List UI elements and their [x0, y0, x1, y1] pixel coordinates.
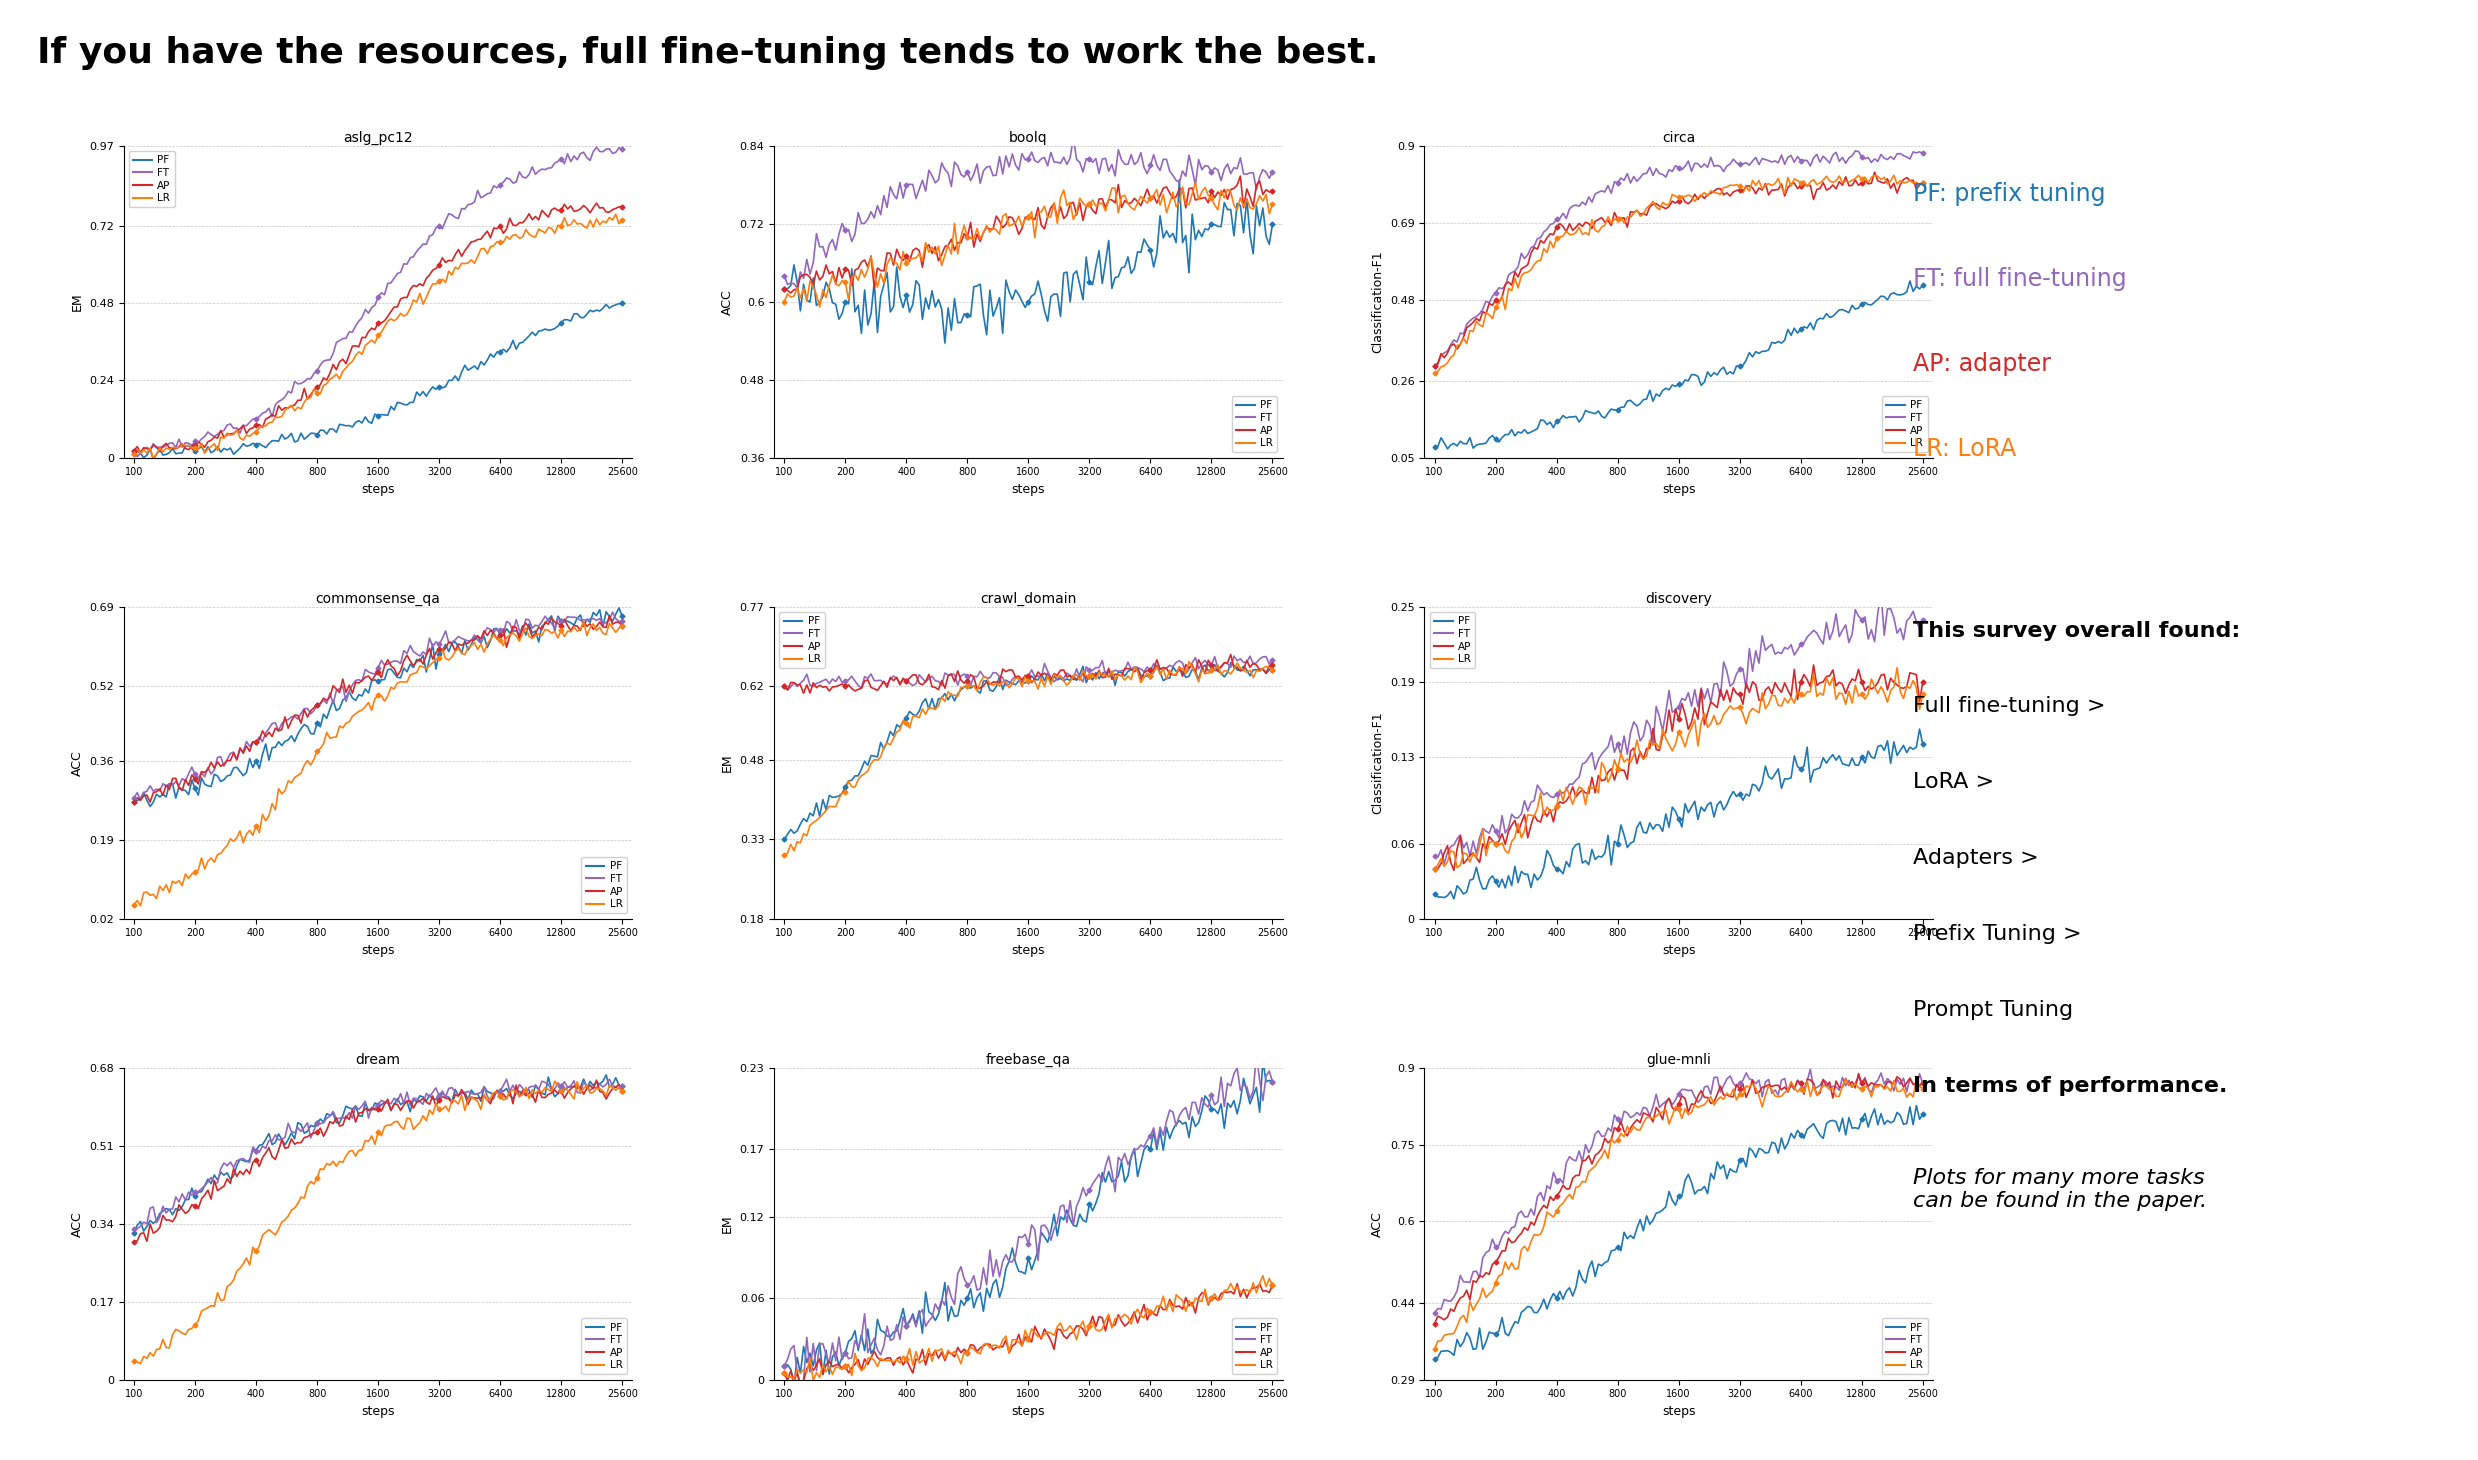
Legend: PF, FT, AP, LR: PF, FT, AP, LR: [1232, 396, 1279, 453]
Title: aslg_pc12: aslg_pc12: [344, 131, 414, 145]
Legend: PF, FT, AP, LR: PF, FT, AP, LR: [1881, 396, 1928, 453]
Text: This survey overall found:: This survey overall found:: [1913, 620, 2240, 641]
Text: LoRA >: LoRA >: [1913, 772, 1995, 793]
Title: boolq: boolq: [1009, 131, 1048, 145]
Text: If you have the resources, full fine-tuning tends to work the best.: If you have the resources, full fine-tun…: [37, 36, 1378, 70]
Y-axis label: ACC: ACC: [72, 750, 84, 775]
Legend: PF, FT, AP, LR: PF, FT, AP, LR: [1430, 612, 1474, 669]
Text: PF: prefix tuning: PF: prefix tuning: [1913, 182, 2106, 206]
Legend: PF, FT, AP, LR: PF, FT, AP, LR: [582, 857, 627, 914]
X-axis label: steps: steps: [362, 483, 394, 496]
Y-axis label: Classification-F1: Classification-F1: [1370, 251, 1385, 353]
X-axis label: steps: steps: [1011, 945, 1046, 956]
Legend: PF, FT, AP, LR: PF, FT, AP, LR: [781, 612, 825, 669]
Text: LR: LoRA: LR: LoRA: [1913, 437, 2017, 460]
Text: Full fine-tuning >: Full fine-tuning >: [1913, 696, 2106, 717]
Title: commonsense_qa: commonsense_qa: [315, 593, 441, 606]
Title: circa: circa: [1663, 131, 1695, 145]
Text: Prompt Tuning: Prompt Tuning: [1913, 1000, 2074, 1021]
X-axis label: steps: steps: [1663, 483, 1695, 496]
X-axis label: steps: steps: [362, 945, 394, 956]
Text: AP: adapter: AP: adapter: [1913, 352, 2052, 375]
Y-axis label: ACC: ACC: [72, 1210, 84, 1237]
X-axis label: steps: steps: [362, 1405, 394, 1418]
Legend: PF, FT, AP, LR: PF, FT, AP, LR: [1232, 1318, 1279, 1374]
Text: In terms of performance.: In terms of performance.: [1913, 1076, 2228, 1096]
Y-axis label: ACC: ACC: [721, 289, 733, 315]
Text: Prefix Tuning >: Prefix Tuning >: [1913, 924, 2082, 945]
Title: glue-mnli: glue-mnli: [1645, 1053, 1712, 1067]
X-axis label: steps: steps: [1011, 483, 1046, 496]
X-axis label: steps: steps: [1663, 1405, 1695, 1418]
Text: Adapters >: Adapters >: [1913, 848, 2039, 869]
Text: Plots for many more tasks
can be found in the paper.: Plots for many more tasks can be found i…: [1913, 1168, 2208, 1212]
Title: crawl_domain: crawl_domain: [981, 591, 1075, 606]
Title: discovery: discovery: [1645, 591, 1712, 606]
Legend: PF, FT, AP, LR: PF, FT, AP, LR: [582, 1318, 627, 1374]
Text: FT: full fine-tuning: FT: full fine-tuning: [1913, 267, 2126, 291]
Title: dream: dream: [357, 1053, 401, 1067]
Legend: PF, FT, AP, LR: PF, FT, AP, LR: [1881, 1318, 1928, 1374]
Legend: PF, FT, AP, LR: PF, FT, AP, LR: [129, 152, 176, 207]
Y-axis label: EM: EM: [72, 292, 84, 311]
Y-axis label: EM: EM: [721, 753, 733, 772]
Y-axis label: Classification-F1: Classification-F1: [1370, 711, 1385, 815]
X-axis label: steps: steps: [1663, 945, 1695, 956]
Y-axis label: EM: EM: [721, 1215, 733, 1234]
Y-axis label: ACC: ACC: [1370, 1210, 1385, 1237]
X-axis label: steps: steps: [1011, 1405, 1046, 1418]
Title: freebase_qa: freebase_qa: [986, 1053, 1070, 1067]
